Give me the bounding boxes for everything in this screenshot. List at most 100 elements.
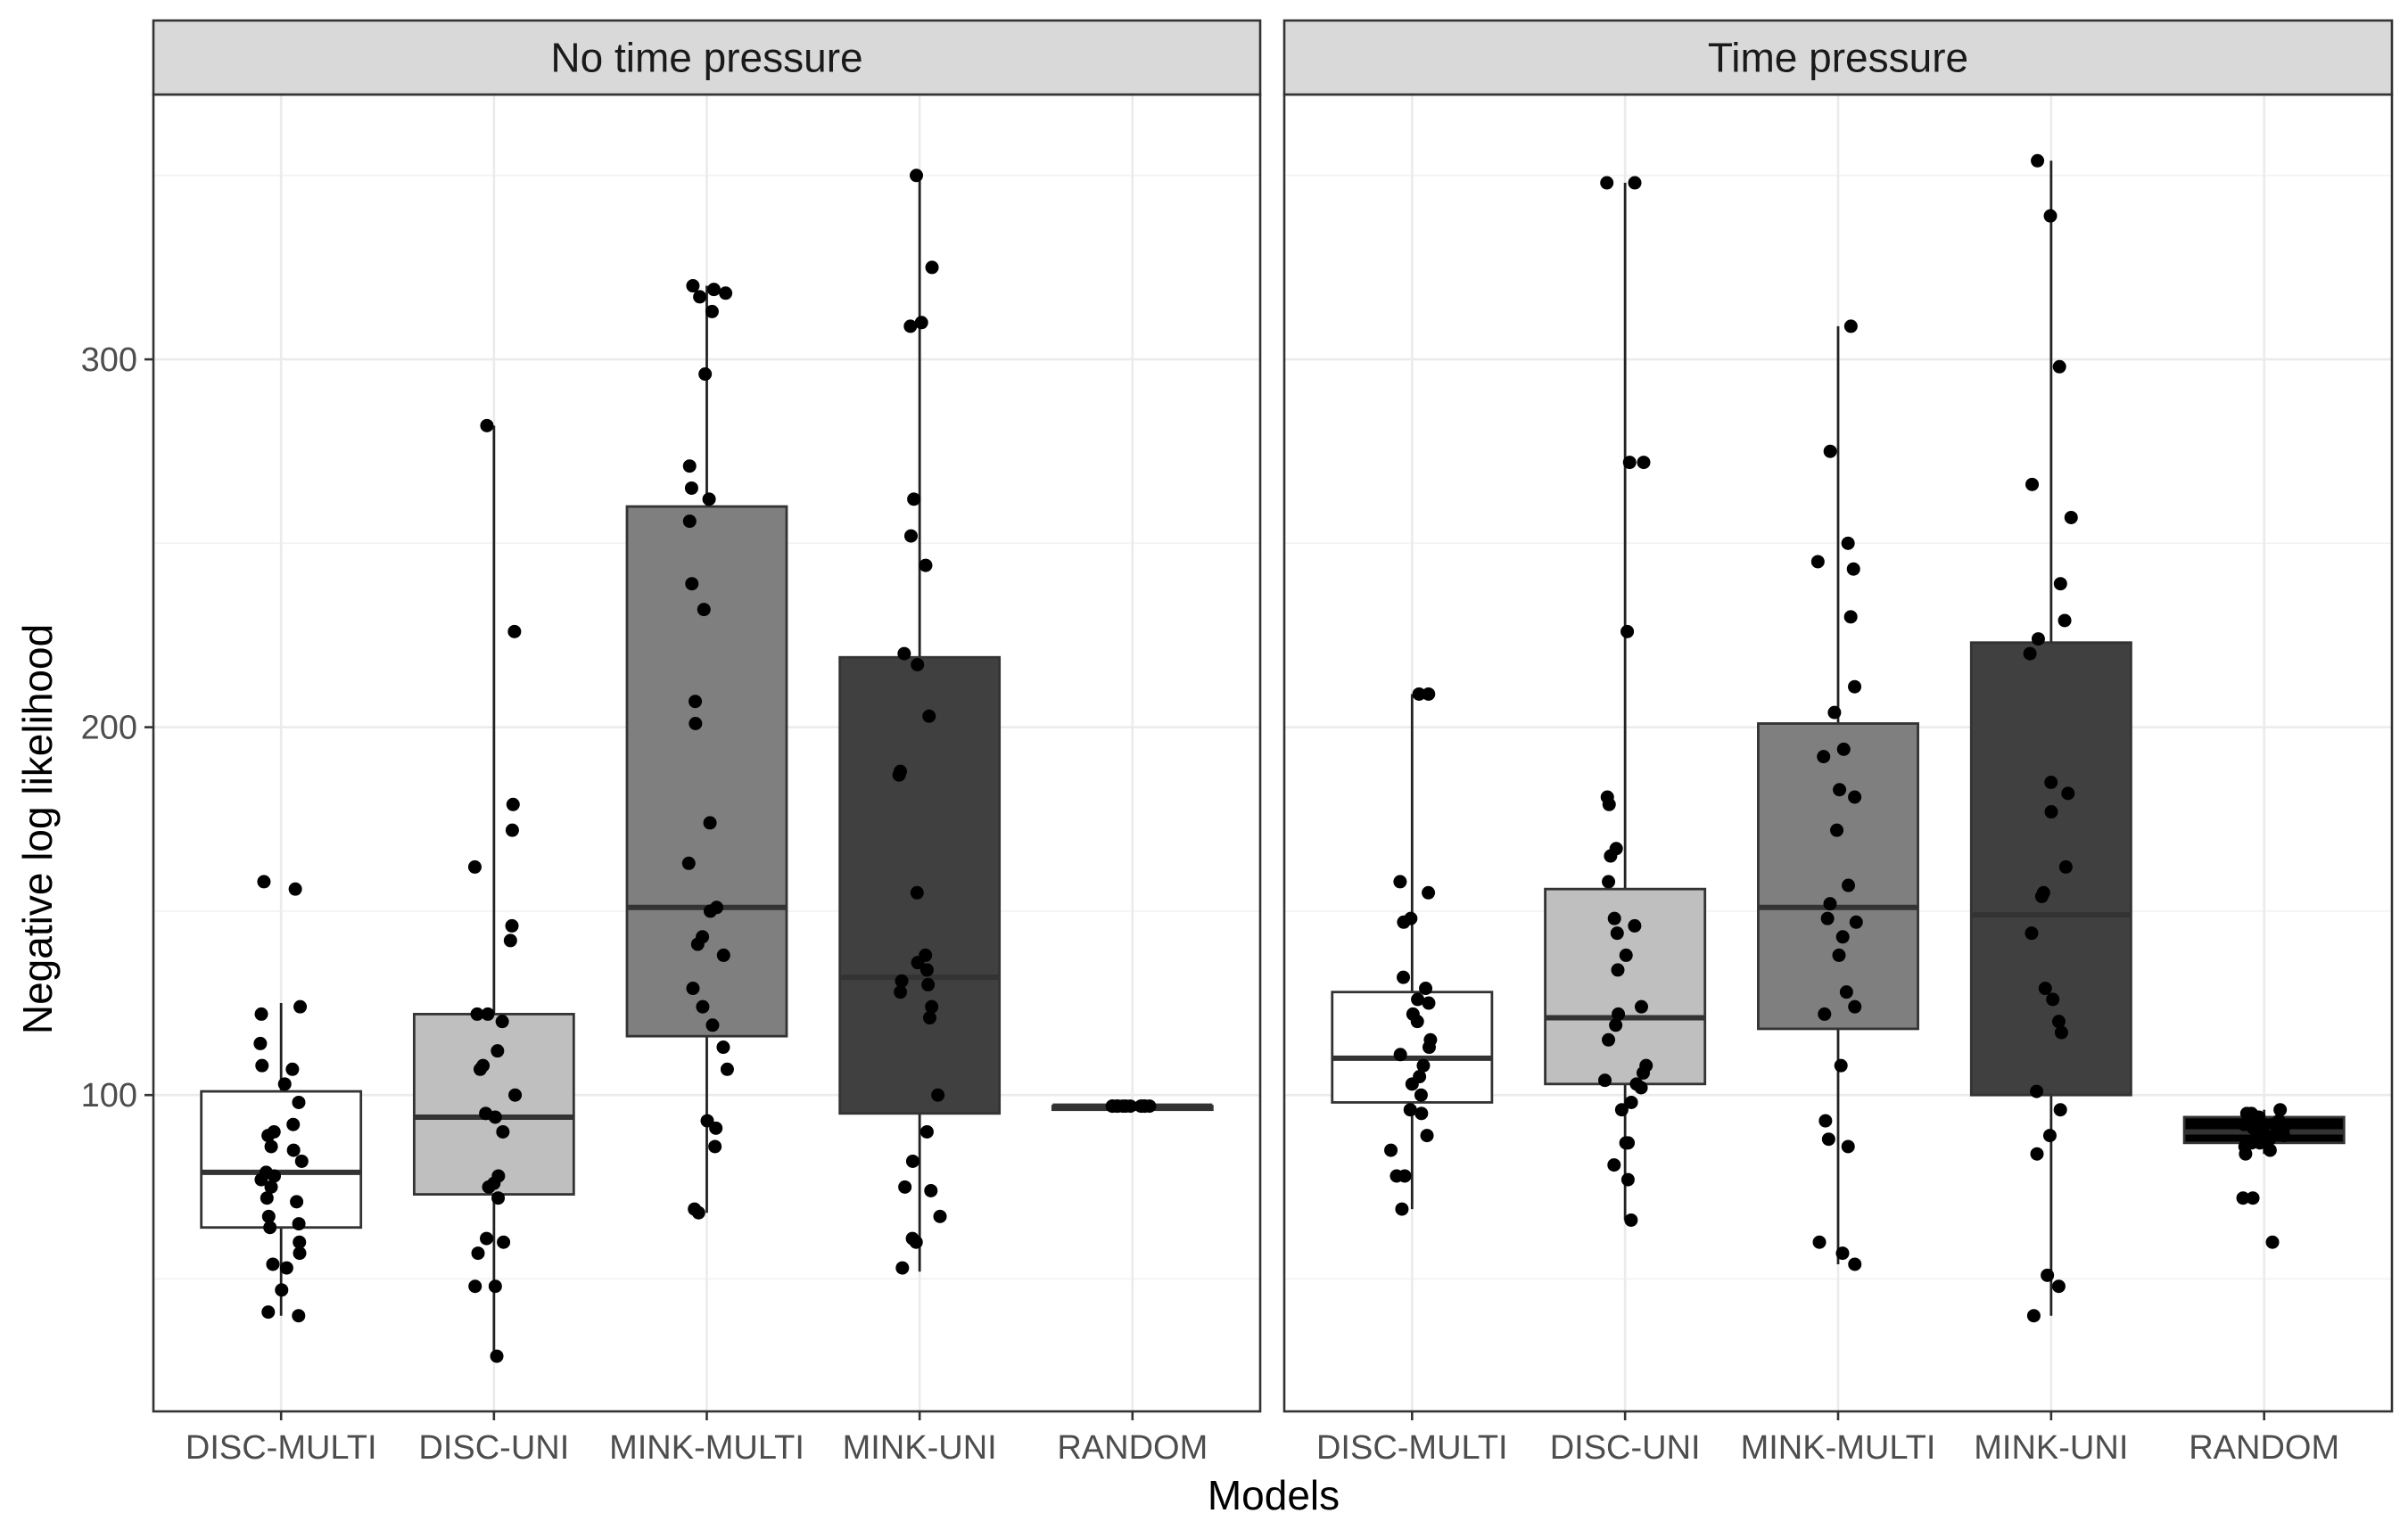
y-tick-label: 200 xyxy=(81,710,137,747)
box-mink-multi xyxy=(1757,319,1919,1271)
data-point xyxy=(909,1235,923,1249)
panel-1: No time pressure xyxy=(152,19,1262,1413)
data-point xyxy=(2031,632,2045,646)
data-point xyxy=(1105,1099,1119,1114)
data-point xyxy=(2034,889,2049,903)
data-point xyxy=(1403,1103,1417,1117)
data-point xyxy=(895,974,909,988)
box-mink-multi xyxy=(625,279,788,1220)
data-point xyxy=(681,856,696,870)
data-point xyxy=(1833,783,1847,797)
data-point xyxy=(1849,915,1863,929)
data-point xyxy=(255,1058,269,1073)
data-point xyxy=(1414,1088,1428,1102)
data-point xyxy=(1609,1018,1623,1032)
y-tick-label: 300 xyxy=(81,341,137,379)
data-point xyxy=(266,1257,280,1271)
data-point xyxy=(261,1305,276,1320)
data-point xyxy=(497,1235,511,1249)
data-point xyxy=(897,646,911,661)
facet-strip-label: No time pressure xyxy=(550,35,862,81)
data-point xyxy=(1619,948,1633,962)
data-point xyxy=(294,1154,309,1168)
data-point xyxy=(682,459,697,473)
box-iqr xyxy=(625,505,788,1038)
data-point xyxy=(1422,996,1436,1010)
data-point xyxy=(507,624,522,638)
x-tick-label: RANDOM xyxy=(2189,1429,2339,1467)
box-disc-uni xyxy=(1544,176,1707,1227)
data-point xyxy=(2023,646,2037,661)
data-point xyxy=(2030,1084,2044,1098)
data-point xyxy=(1393,1048,1407,1062)
data-point xyxy=(1611,963,1625,977)
data-point xyxy=(286,1143,301,1157)
box-disc-multi xyxy=(1331,687,1494,1216)
data-point xyxy=(480,418,494,432)
data-point xyxy=(705,304,719,318)
box-iqr xyxy=(1757,722,1919,1031)
data-point xyxy=(2042,1129,2057,1143)
data-point xyxy=(919,963,934,977)
data-point xyxy=(922,709,936,723)
data-point xyxy=(292,1309,306,1323)
data-point xyxy=(910,885,924,900)
data-point xyxy=(905,1154,919,1168)
data-point xyxy=(2061,786,2075,801)
data-point xyxy=(1810,555,1825,569)
data-point xyxy=(1414,1106,1429,1121)
data-point xyxy=(907,492,921,506)
data-point xyxy=(491,1044,505,1058)
data-point xyxy=(696,999,710,1014)
data-point xyxy=(1624,1213,1638,1227)
data-point xyxy=(925,260,939,275)
data-point xyxy=(491,1191,506,1205)
data-point xyxy=(2041,1268,2055,1282)
data-point xyxy=(1600,176,1614,190)
data-point xyxy=(254,1007,268,1021)
data-point xyxy=(471,1246,485,1261)
data-point xyxy=(293,1246,307,1261)
box-disc-multi xyxy=(200,875,363,1323)
data-point xyxy=(2277,1129,2291,1143)
data-point xyxy=(720,1062,734,1076)
data-point xyxy=(716,948,730,962)
y-tick-label: 100 xyxy=(81,1077,137,1114)
data-point xyxy=(1848,790,1862,804)
data-point xyxy=(1602,797,1616,811)
data-point xyxy=(903,529,918,543)
data-point xyxy=(1612,1007,1626,1021)
data-point xyxy=(892,768,906,782)
data-point xyxy=(488,1279,502,1294)
data-point xyxy=(505,823,519,837)
data-point xyxy=(709,1121,723,1135)
data-point xyxy=(1419,982,1433,996)
data-point xyxy=(2265,1235,2280,1249)
data-point xyxy=(481,1007,495,1021)
data-point xyxy=(261,1129,276,1143)
data-point xyxy=(1420,1129,1434,1143)
data-point xyxy=(506,797,520,811)
data-point xyxy=(1410,1015,1424,1029)
data-point xyxy=(1848,999,1862,1014)
data-point xyxy=(264,1180,278,1194)
data-point xyxy=(480,1231,494,1246)
facet-strip xyxy=(152,19,1262,96)
data-point xyxy=(2058,613,2072,628)
data-point xyxy=(684,481,698,495)
x-tick-label: MINK-MULTI xyxy=(609,1429,804,1467)
data-point xyxy=(2263,1143,2277,1157)
data-point xyxy=(467,859,482,874)
data-point xyxy=(293,999,308,1014)
data-point xyxy=(903,319,918,333)
panel-2: Time pressure xyxy=(1282,19,2394,1413)
x-tick-label: RANDOM xyxy=(1057,1429,1208,1467)
data-point xyxy=(1634,1081,1648,1095)
data-point xyxy=(682,514,697,529)
data-point xyxy=(2026,1309,2041,1323)
data-point xyxy=(490,1349,504,1363)
box-mink-uni xyxy=(838,169,1002,1275)
data-point xyxy=(697,603,711,617)
data-point xyxy=(1628,918,1642,933)
data-point xyxy=(703,904,717,918)
